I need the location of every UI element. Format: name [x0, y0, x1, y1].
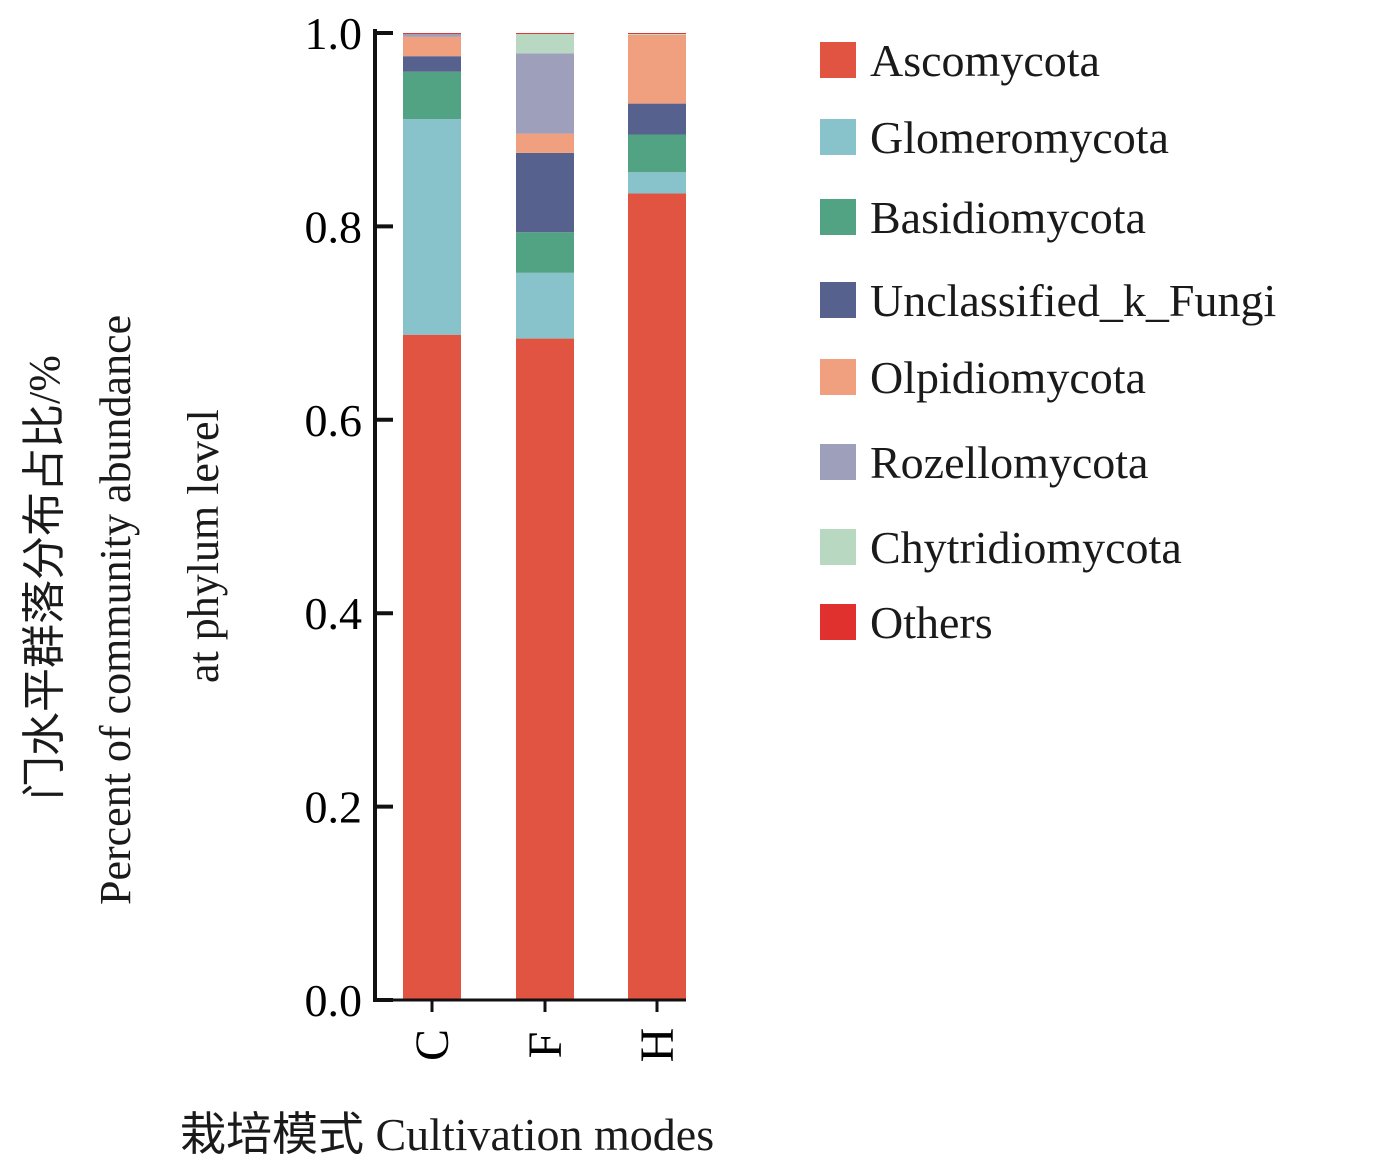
y-axis-title-en-line1: Percent of community abundance — [91, 314, 140, 905]
bar-segment-C-basidiomycota — [403, 71, 461, 120]
bar-segment-H-chytridiomycota — [628, 33, 686, 35]
legend-item: Ascomycota — [820, 35, 1100, 86]
legend-item: Basidiomycota — [820, 192, 1146, 243]
legend-label: Basidiomycota — [870, 191, 1146, 243]
bar-segment-H-glomeromycota — [628, 172, 686, 194]
y-tick-label: 1.0 — [305, 8, 363, 59]
y-tick-label: 0.8 — [305, 201, 363, 252]
y-tick-label: 0.0 — [305, 975, 363, 1026]
bar-segment-F-basidiomycota — [516, 232, 574, 273]
y-tick-label: 0.6 — [305, 395, 363, 446]
legend-swatch — [820, 282, 856, 318]
legend-label: Glomeromycota — [870, 111, 1169, 163]
legend-swatch — [820, 359, 856, 395]
bar-segment-C-others — [403, 33, 461, 34]
legend-label: Others — [870, 596, 993, 648]
x-tick-label: H — [631, 1028, 684, 1063]
x-axis-title: 栽培模式 Cultivation modes — [180, 1109, 715, 1160]
bar-segment-H-unclassified_k_fungi — [628, 103, 686, 135]
x-tick-label: F — [519, 1032, 572, 1059]
legend-label: Chytridiomycota — [870, 521, 1182, 573]
x-tick-label: C — [406, 1029, 459, 1061]
legend-label: Unclassified_k_Fungi — [870, 274, 1277, 326]
legend-label: Ascomycota — [870, 34, 1100, 86]
bar-segment-F-ascomycota — [516, 338, 574, 1000]
bar-segment-C-olpidiomycota — [403, 36, 461, 57]
bar-segment-H-olpidiomycota — [628, 34, 686, 104]
bar-segment-F-chytridiomycota — [516, 33, 574, 54]
y-axis-title-cn: 门水平群落分布占比/% — [20, 355, 69, 800]
bar-segment-F-glomeromycota — [516, 272, 574, 339]
bar-segment-C-ascomycota — [403, 334, 461, 1001]
legend-item: Olpidiomycota — [820, 352, 1146, 403]
bar-segment-F-rozellomycota — [516, 53, 574, 134]
legend-label: Rozellomycota — [870, 436, 1149, 488]
legend-swatch — [820, 42, 856, 78]
legend-item: Chytridiomycota — [820, 522, 1182, 573]
legend-item: Rozellomycota — [820, 437, 1148, 488]
legend-swatch — [820, 199, 856, 235]
bar-segment-C-rozellomycota — [403, 33, 461, 37]
legend-swatch — [820, 444, 856, 480]
bar-segment-H-others — [628, 33, 686, 34]
bar-segment-C-unclassified_k_fungi — [403, 56, 461, 72]
bar-segment-F-olpidiomycota — [516, 133, 574, 153]
legend-swatch — [820, 119, 856, 155]
legend-item: Glomeromycota — [820, 112, 1169, 163]
legend-swatch — [820, 604, 856, 640]
y-tick-label: 0.2 — [305, 782, 363, 833]
bar-segment-C-glomeromycota — [403, 119, 461, 335]
y-tick-label: 0.4 — [305, 588, 363, 639]
bar-segment-F-unclassified_k_fungi — [516, 152, 574, 233]
bar-segment-H-ascomycota — [628, 193, 686, 1001]
bar-segment-H-basidiomycota — [628, 134, 686, 173]
legend-label: Olpidiomycota — [870, 351, 1146, 403]
y-axis-title-en-line2: at phylum level — [179, 409, 228, 683]
bar-segment-F-others — [516, 33, 574, 34]
legend-item: Others — [820, 597, 993, 648]
legend-swatch — [820, 529, 856, 565]
legend-item: Unclassified_k_Fungi — [820, 275, 1276, 326]
